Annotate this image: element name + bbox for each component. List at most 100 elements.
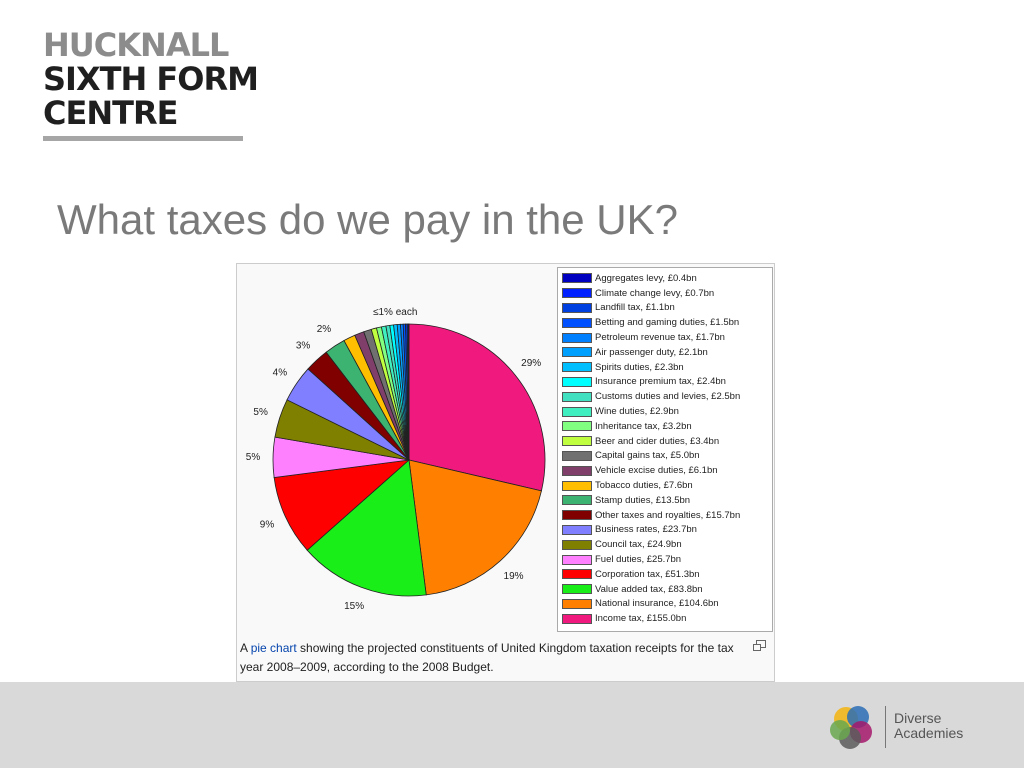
legend-label: Beer and cider duties, £3.4bn bbox=[595, 435, 720, 447]
percent-label-5: 5% bbox=[253, 407, 268, 418]
legend-swatch bbox=[562, 436, 592, 447]
pie-slice-3 bbox=[273, 459, 411, 551]
legend-swatch bbox=[562, 332, 592, 343]
legend-item: Petroleum revenue tax, £1.7bn bbox=[558, 330, 772, 345]
legend-swatch bbox=[562, 584, 592, 595]
diverse-academies-logo-icon bbox=[830, 706, 872, 749]
legend-label: Stamp duties, £13.5bn bbox=[595, 494, 691, 506]
legend-label: Corporation tax, £51.3bn bbox=[595, 568, 700, 580]
legend-swatch bbox=[562, 273, 592, 284]
legend-swatch bbox=[562, 288, 592, 299]
legend-swatch bbox=[562, 554, 592, 565]
caption-text: showing the projected constituents of Un… bbox=[240, 641, 734, 674]
pie-chart: 29% 19% 15% 9% 5% 5% 4% 3% 2% ≤1% each bbox=[246, 307, 546, 612]
pie-slice-2 bbox=[306, 459, 427, 597]
legend-item: Customs duties and levies, £2.5bn bbox=[558, 389, 772, 404]
legend-item: Fuel duties, £25.7bn bbox=[558, 552, 772, 567]
legend-swatch bbox=[562, 598, 592, 609]
legend-swatch bbox=[562, 391, 592, 402]
percent-label-2: 15% bbox=[344, 601, 364, 612]
legend-item: Aggregates levy, £0.4bn bbox=[558, 271, 772, 286]
school-logo: HUCKNALL SIXTH FORM CENTRE bbox=[43, 26, 259, 141]
legend-item: Vehicle excise duties, £6.1bn bbox=[558, 463, 772, 478]
legend-swatch bbox=[562, 613, 592, 624]
legend-swatch bbox=[562, 539, 592, 550]
legend-label: Insurance premium tax, £2.4bn bbox=[595, 376, 726, 388]
caption-link[interactable]: pie chart bbox=[250, 641, 297, 655]
legend-label: Other taxes and royalties, £15.7bn bbox=[595, 509, 741, 521]
brand-line-2: Academies bbox=[894, 725, 964, 741]
pie-slice-0 bbox=[408, 323, 546, 492]
logo-underline bbox=[43, 136, 243, 141]
legend-item: Beer and cider duties, £3.4bn bbox=[558, 434, 772, 449]
pie-slice-1 bbox=[408, 459, 542, 596]
legend-item: Inheritance tax, £3.2bn bbox=[558, 419, 772, 434]
legend-label: Climate change levy, £0.7bn bbox=[595, 287, 715, 299]
legend-label: Customs duties and levies, £2.5bn bbox=[595, 391, 741, 403]
percent-label-7: 3% bbox=[296, 340, 311, 351]
legend-swatch bbox=[562, 302, 592, 313]
chart-legend: Aggregates levy, £0.4bn Climate change le… bbox=[557, 267, 773, 632]
percent-label-3: 9% bbox=[260, 520, 275, 531]
legend-item: Insurance premium tax, £2.4bn bbox=[558, 375, 772, 390]
percent-label-6: 4% bbox=[273, 367, 288, 378]
legend-swatch bbox=[562, 450, 592, 461]
legend-label: Income tax, £155.0bn bbox=[595, 613, 687, 625]
legend-item: Betting and gaming duties, £1.5bn bbox=[558, 315, 772, 330]
legend-item: Spirits duties, £2.3bn bbox=[558, 360, 772, 375]
slide-title: What taxes do we pay in the UK? bbox=[57, 196, 678, 243]
legend-label: Aggregates levy, £0.4bn bbox=[595, 272, 697, 284]
legend-item: Stamp duties, £13.5bn bbox=[558, 493, 772, 508]
legend-item: National insurance, £104.6bn bbox=[558, 597, 772, 612]
legend-label: Betting and gaming duties, £1.5bn bbox=[595, 317, 740, 329]
legend-label: Landfill tax, £1.1bn bbox=[595, 302, 675, 314]
enlarge-icon[interactable] bbox=[753, 640, 766, 651]
caption-prefix: A bbox=[240, 641, 251, 655]
legend-label: Council tax, £24.9bn bbox=[595, 539, 682, 551]
legend-swatch bbox=[562, 480, 592, 491]
legend-swatch bbox=[562, 421, 592, 432]
legend-swatch bbox=[562, 347, 592, 358]
logo-line-1: HUCKNALL bbox=[43, 26, 229, 64]
small-slices-label: ≤1% each bbox=[373, 307, 417, 318]
legend-item: Income tax, £155.0bn bbox=[558, 611, 772, 626]
legend-swatch bbox=[562, 569, 592, 580]
chart-figure: 29% 19% 15% 9% 5% 5% 4% 3% 2% ≤1% each Aggregates… bbox=[236, 263, 775, 682]
percent-label-8: 2% bbox=[317, 324, 332, 335]
legend-label: Tobacco duties, £7.6bn bbox=[595, 480, 693, 492]
legend-label: Business rates, £23.7bn bbox=[595, 524, 697, 536]
legend-item: Value added tax, £83.8bn bbox=[558, 582, 772, 597]
legend-label: Vehicle excise duties, £6.1bn bbox=[595, 465, 718, 477]
logo-line-2: SIXTH FORM bbox=[43, 60, 259, 98]
brand-divider bbox=[885, 706, 886, 748]
legend-label: Capital gains tax, £5.0bn bbox=[595, 450, 700, 462]
legend-swatch bbox=[562, 510, 592, 521]
legend-label: Air passenger duty, £2.1bn bbox=[595, 346, 708, 358]
legend-swatch bbox=[562, 362, 592, 373]
percent-label-0: 29% bbox=[521, 358, 541, 369]
legend-swatch bbox=[562, 317, 592, 328]
percent-label-1: 19% bbox=[504, 571, 524, 582]
legend-swatch bbox=[562, 406, 592, 417]
legend-item: Air passenger duty, £2.1bn bbox=[558, 345, 772, 360]
legend-swatch bbox=[562, 465, 592, 476]
pie-slice-23 bbox=[407, 323, 410, 461]
legend-label: Inheritance tax, £3.2bn bbox=[595, 420, 692, 432]
legend-item: Tobacco duties, £7.6bn bbox=[558, 478, 772, 493]
legend-item: Wine duties, £2.9bn bbox=[558, 404, 772, 419]
legend-label: Spirits duties, £2.3bn bbox=[595, 361, 684, 373]
legend-swatch bbox=[562, 495, 592, 506]
legend-label: Value added tax, £83.8bn bbox=[595, 583, 703, 595]
legend-label: Wine duties, £2.9bn bbox=[595, 406, 679, 418]
legend-item: Corporation tax, £51.3bn bbox=[558, 567, 772, 582]
percent-label-4: 5% bbox=[246, 452, 261, 463]
legend-label: Petroleum revenue tax, £1.7bn bbox=[595, 332, 725, 344]
legend-item: Business rates, £23.7bn bbox=[558, 523, 772, 538]
legend-item: Council tax, £24.9bn bbox=[558, 537, 772, 552]
legend-item: Other taxes and royalties, £15.7bn bbox=[558, 508, 772, 523]
legend-item: Landfill tax, £1.1bn bbox=[558, 301, 772, 316]
legend-item: Capital gains tax, £5.0bn bbox=[558, 449, 772, 464]
brand-line-1: Diverse bbox=[894, 710, 942, 726]
logo-line-3: CENTRE bbox=[43, 94, 178, 132]
legend-label: Fuel duties, £25.7bn bbox=[595, 554, 682, 566]
